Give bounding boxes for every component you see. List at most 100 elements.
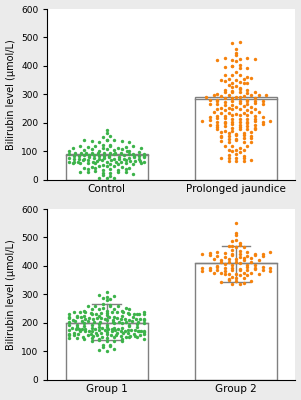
Point bbox=[222, 119, 227, 125]
Point bbox=[79, 318, 84, 324]
Point bbox=[79, 314, 83, 320]
Point bbox=[207, 250, 212, 256]
Point bbox=[241, 135, 246, 141]
Point bbox=[108, 143, 113, 149]
Point bbox=[85, 160, 90, 166]
Point bbox=[109, 157, 114, 163]
Point bbox=[245, 272, 250, 278]
Point bbox=[142, 336, 147, 342]
Point bbox=[71, 331, 76, 338]
Point bbox=[207, 114, 212, 120]
Point bbox=[104, 338, 109, 344]
Point bbox=[70, 325, 75, 332]
Point bbox=[67, 311, 71, 317]
Point bbox=[245, 120, 250, 127]
Point bbox=[96, 150, 101, 156]
Point bbox=[67, 322, 71, 328]
Point bbox=[142, 153, 147, 159]
Point bbox=[122, 315, 127, 322]
Point bbox=[142, 331, 147, 338]
Point bbox=[226, 130, 231, 137]
Point bbox=[85, 318, 90, 324]
Point bbox=[222, 99, 227, 106]
Point bbox=[96, 327, 101, 333]
Point bbox=[89, 164, 94, 170]
Point bbox=[237, 79, 242, 85]
Point bbox=[137, 152, 142, 159]
Point bbox=[249, 133, 254, 140]
Y-axis label: Bilirubin level (μmol/L): Bilirubin level (μmol/L) bbox=[5, 39, 16, 150]
Point bbox=[241, 270, 246, 276]
Point bbox=[82, 164, 86, 171]
Point bbox=[234, 259, 238, 265]
Point bbox=[234, 111, 238, 118]
Point bbox=[241, 244, 246, 250]
Point bbox=[80, 326, 85, 332]
Point bbox=[101, 134, 105, 140]
Point bbox=[219, 93, 223, 99]
Point bbox=[200, 250, 205, 257]
Point bbox=[123, 159, 128, 166]
Point bbox=[108, 296, 113, 302]
Point bbox=[249, 92, 254, 98]
Point bbox=[102, 154, 107, 161]
Point bbox=[241, 76, 246, 82]
Point bbox=[253, 261, 257, 268]
Point bbox=[241, 80, 246, 86]
Point bbox=[85, 332, 90, 338]
Point bbox=[119, 138, 124, 144]
Point bbox=[211, 256, 216, 262]
Point bbox=[226, 151, 231, 158]
Point bbox=[119, 328, 124, 334]
Point bbox=[222, 102, 227, 108]
Point bbox=[234, 58, 238, 64]
Point bbox=[122, 328, 127, 334]
Point bbox=[211, 108, 216, 115]
Bar bbox=[195, 97, 277, 180]
Point bbox=[89, 145, 94, 152]
Point bbox=[97, 292, 101, 298]
Point bbox=[249, 75, 254, 81]
Point bbox=[253, 112, 257, 119]
Point bbox=[101, 167, 105, 173]
Point bbox=[253, 126, 257, 132]
Point bbox=[84, 150, 89, 156]
Point bbox=[142, 159, 147, 166]
Point bbox=[230, 250, 235, 257]
Point bbox=[245, 126, 250, 132]
Point bbox=[215, 91, 220, 97]
Point bbox=[92, 152, 97, 158]
Point bbox=[234, 220, 238, 227]
Point bbox=[215, 112, 220, 119]
Point bbox=[89, 311, 94, 318]
Point bbox=[126, 326, 130, 333]
Point bbox=[67, 319, 71, 326]
Point bbox=[234, 137, 238, 143]
Point bbox=[120, 308, 125, 315]
Point bbox=[131, 311, 136, 317]
Point bbox=[234, 154, 238, 161]
Point bbox=[104, 130, 109, 136]
Point bbox=[67, 327, 71, 334]
Point bbox=[101, 172, 105, 179]
Point bbox=[260, 121, 265, 127]
Point bbox=[245, 267, 250, 273]
Point bbox=[82, 308, 86, 314]
Point bbox=[268, 118, 272, 124]
Point bbox=[112, 147, 117, 154]
Point bbox=[97, 139, 101, 145]
Point bbox=[115, 309, 120, 315]
Point bbox=[245, 90, 250, 96]
Point bbox=[67, 331, 71, 337]
Point bbox=[74, 313, 79, 320]
Point bbox=[260, 264, 265, 271]
Point bbox=[67, 335, 71, 342]
Point bbox=[81, 334, 85, 340]
Point bbox=[83, 326, 88, 333]
Point bbox=[253, 98, 257, 104]
Point bbox=[112, 320, 117, 327]
Point bbox=[90, 159, 95, 165]
Point bbox=[237, 248, 242, 254]
Point bbox=[219, 134, 223, 141]
Point bbox=[234, 278, 238, 284]
